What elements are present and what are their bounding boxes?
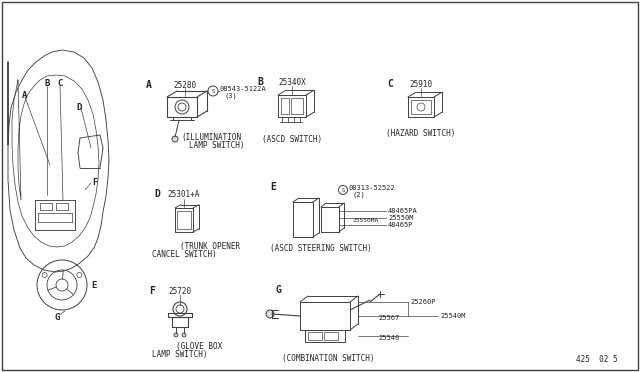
Text: 25540: 25540 xyxy=(378,335,399,341)
Circle shape xyxy=(174,333,178,337)
Text: 08313-52522: 08313-52522 xyxy=(349,185,396,191)
Text: E: E xyxy=(92,280,97,289)
Text: (2): (2) xyxy=(353,192,365,198)
Bar xyxy=(324,332,338,340)
Text: G: G xyxy=(54,312,60,321)
Text: 25540M: 25540M xyxy=(440,313,465,319)
Text: B: B xyxy=(44,78,50,87)
Text: E: E xyxy=(270,182,276,192)
Text: (ILLUMINATION: (ILLUMINATION xyxy=(181,132,241,141)
Text: CANCEL SWITCH): CANCEL SWITCH) xyxy=(152,250,216,259)
Text: (ASCD STEERING SWITCH): (ASCD STEERING SWITCH) xyxy=(270,244,372,253)
Text: 48465P: 48465P xyxy=(388,222,413,228)
Text: G: G xyxy=(275,285,281,295)
Text: (ASCD SWITCH): (ASCD SWITCH) xyxy=(262,135,322,144)
Text: 08543-5122A: 08543-5122A xyxy=(220,86,267,92)
Text: D: D xyxy=(76,103,82,112)
Bar xyxy=(308,332,322,340)
Text: S: S xyxy=(211,89,214,93)
Text: LAMP SWITCH): LAMP SWITCH) xyxy=(152,350,208,359)
Text: S: S xyxy=(341,187,344,192)
Text: (TRUNK OPENER: (TRUNK OPENER xyxy=(180,241,240,250)
Text: F: F xyxy=(149,286,155,296)
Text: 25720: 25720 xyxy=(168,286,191,295)
Text: 48465PA: 48465PA xyxy=(388,208,418,214)
Bar xyxy=(177,211,191,229)
Text: C: C xyxy=(58,78,63,87)
Text: F: F xyxy=(92,177,97,186)
Text: (GLOVE BOX: (GLOVE BOX xyxy=(176,343,222,352)
Text: 25301+A: 25301+A xyxy=(168,189,200,199)
Circle shape xyxy=(182,333,186,337)
Text: 25910: 25910 xyxy=(410,80,433,89)
Text: A: A xyxy=(22,90,28,99)
Text: A: A xyxy=(146,80,152,90)
Text: B: B xyxy=(257,77,263,87)
Text: 25567: 25567 xyxy=(378,315,399,321)
Text: (COMBINATION SWITCH): (COMBINATION SWITCH) xyxy=(282,353,374,362)
Text: (3): (3) xyxy=(224,93,237,99)
Bar xyxy=(291,98,303,114)
Circle shape xyxy=(266,310,274,318)
Text: 425  02 5: 425 02 5 xyxy=(577,356,618,365)
Text: C: C xyxy=(387,79,393,89)
Text: 25260P: 25260P xyxy=(410,299,435,305)
Circle shape xyxy=(172,136,178,142)
Text: 25280: 25280 xyxy=(173,80,196,90)
Text: LAMP SWITCH): LAMP SWITCH) xyxy=(189,141,244,150)
Text: D: D xyxy=(154,189,160,199)
Bar xyxy=(281,98,289,114)
Text: 25340X: 25340X xyxy=(278,77,306,87)
Text: 25550MA: 25550MA xyxy=(352,218,378,222)
Text: (HAZARD SWITCH): (HAZARD SWITCH) xyxy=(387,128,456,138)
Text: 25550M: 25550M xyxy=(388,215,413,221)
Bar xyxy=(411,100,431,114)
